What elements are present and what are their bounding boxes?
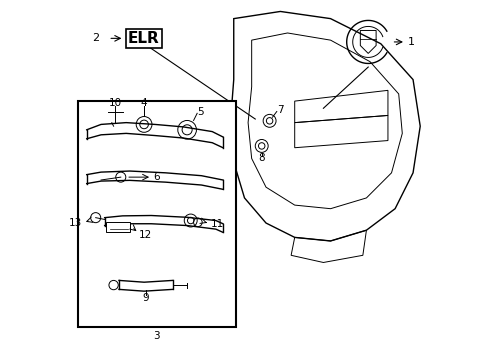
Text: 1: 1 (407, 37, 414, 47)
Text: 5: 5 (197, 107, 203, 117)
Text: 10: 10 (109, 98, 122, 108)
Text: 7: 7 (276, 105, 283, 115)
Text: 6: 6 (153, 172, 160, 182)
Text: 8: 8 (258, 153, 264, 163)
Text: 13: 13 (69, 218, 82, 228)
Text: ELR: ELR (128, 31, 160, 46)
Bar (78, 101, 235, 327)
Text: 4: 4 (141, 98, 147, 108)
Text: 11: 11 (210, 219, 223, 229)
Text: 12: 12 (139, 230, 152, 239)
Text: 3: 3 (153, 331, 160, 341)
Text: 9: 9 (142, 293, 149, 303)
Bar (106, 222, 129, 232)
Text: 2: 2 (92, 33, 99, 43)
